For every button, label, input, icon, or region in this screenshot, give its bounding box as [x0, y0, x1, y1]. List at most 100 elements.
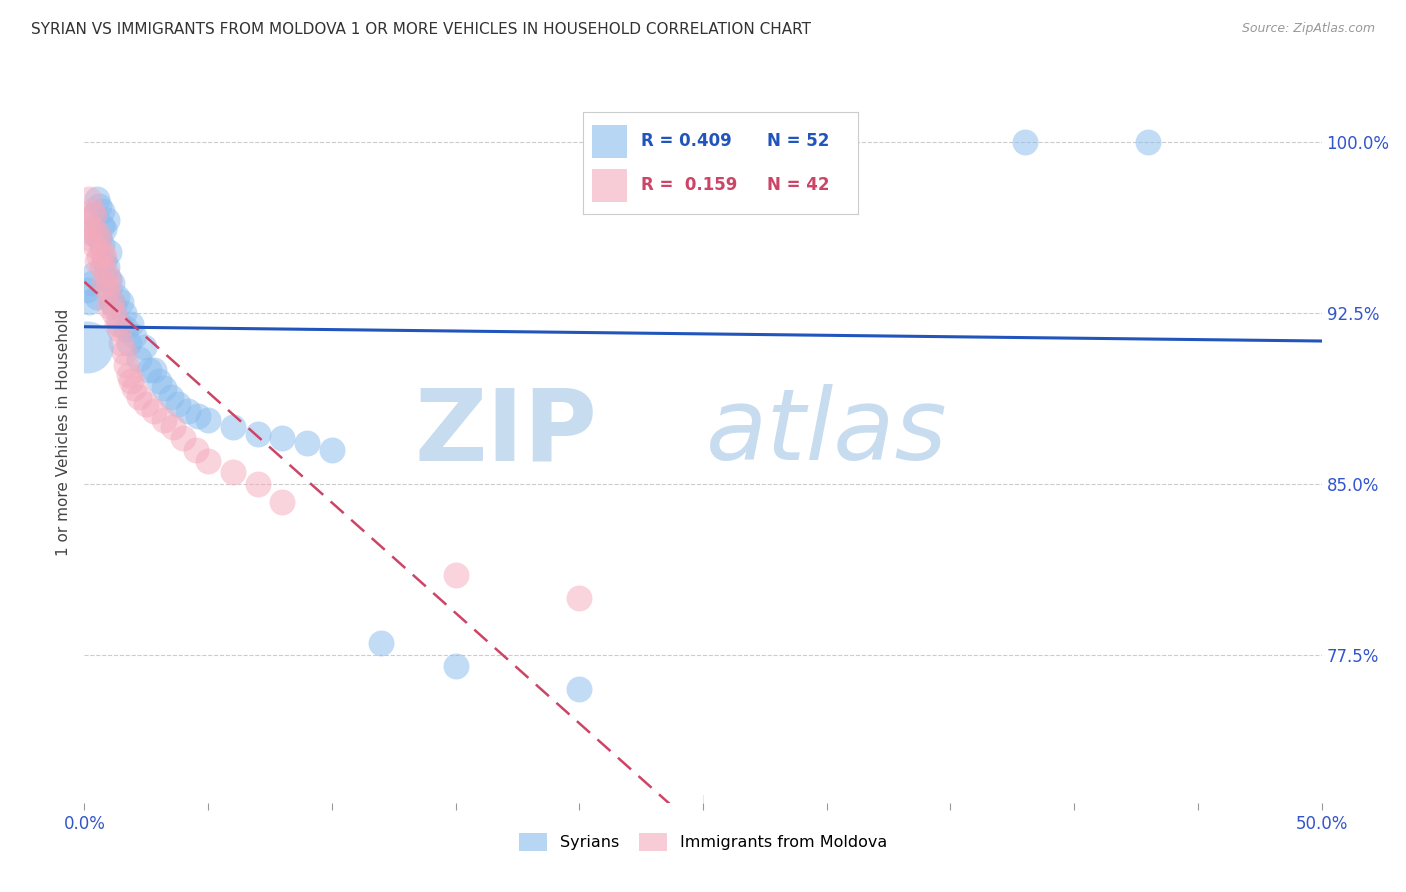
Point — [110, 335, 132, 350]
Point — [112, 344, 135, 359]
Point — [132, 340, 155, 354]
Point — [128, 351, 150, 366]
Text: N = 52: N = 52 — [768, 132, 830, 150]
Point — [197, 454, 219, 468]
Point — [98, 244, 121, 259]
Point — [83, 237, 105, 252]
Point — [370, 636, 392, 650]
Point — [96, 268, 118, 282]
Point — [187, 409, 209, 423]
Point — [96, 283, 118, 297]
Point — [568, 681, 591, 696]
Point — [103, 306, 125, 320]
Point — [108, 318, 131, 332]
Point — [138, 363, 160, 377]
Point — [86, 192, 108, 206]
Point — [80, 221, 103, 235]
Point — [98, 277, 121, 291]
Point — [79, 192, 101, 206]
Point — [120, 375, 142, 389]
Point — [222, 420, 245, 434]
Point — [93, 221, 115, 235]
Point — [100, 277, 122, 291]
Point — [122, 328, 145, 343]
Point — [108, 322, 131, 336]
Point — [80, 277, 103, 291]
Point — [89, 199, 111, 213]
Point — [197, 413, 219, 427]
Point — [444, 568, 467, 582]
Point — [89, 231, 111, 245]
Point — [246, 476, 269, 491]
Point — [80, 203, 103, 218]
Point — [152, 413, 174, 427]
Point — [271, 431, 294, 445]
Point — [148, 375, 170, 389]
Bar — [592, 169, 627, 202]
Point — [118, 335, 141, 350]
Point — [135, 397, 157, 411]
Text: R =  0.159: R = 0.159 — [641, 177, 737, 194]
Legend: Syrians, Immigrants from Moldova: Syrians, Immigrants from Moldova — [512, 827, 894, 858]
Point — [89, 231, 111, 245]
Point — [86, 227, 108, 241]
Point — [105, 318, 128, 332]
Text: R = 0.409: R = 0.409 — [641, 132, 731, 150]
Point — [815, 135, 838, 149]
Bar — [592, 125, 627, 158]
Point — [160, 390, 183, 404]
Point — [90, 203, 112, 218]
Point — [103, 299, 125, 313]
Point — [90, 260, 112, 275]
Point — [177, 404, 200, 418]
Point — [110, 294, 132, 309]
Point — [142, 404, 165, 418]
Point — [76, 283, 98, 297]
Point — [222, 466, 245, 480]
Point — [100, 294, 122, 309]
Point — [83, 268, 105, 282]
Point — [115, 359, 138, 373]
Point — [90, 219, 112, 234]
Text: atlas: atlas — [706, 384, 948, 481]
Point — [184, 442, 207, 457]
Point — [167, 397, 190, 411]
Point — [83, 208, 105, 222]
Point — [271, 495, 294, 509]
Point — [172, 431, 194, 445]
Point — [98, 272, 121, 286]
Point — [86, 253, 108, 268]
Point — [76, 340, 98, 354]
Text: ZIP: ZIP — [415, 384, 598, 481]
Text: SYRIAN VS IMMIGRANTS FROM MOLDOVA 1 OR MORE VEHICLES IN HOUSEHOLD CORRELATION CH: SYRIAN VS IMMIGRANTS FROM MOLDOVA 1 OR M… — [31, 22, 811, 37]
Point — [321, 442, 343, 457]
Point — [568, 591, 591, 605]
Point — [118, 368, 141, 382]
Point — [295, 435, 318, 450]
Point — [96, 260, 118, 275]
Point — [79, 231, 101, 245]
Text: N = 42: N = 42 — [768, 177, 830, 194]
Point — [93, 277, 115, 291]
Point — [100, 294, 122, 309]
Y-axis label: 1 or more Vehicles in Household: 1 or more Vehicles in Household — [56, 309, 72, 557]
Point — [115, 322, 138, 336]
Text: Source: ZipAtlas.com: Source: ZipAtlas.com — [1241, 22, 1375, 36]
Point — [93, 249, 115, 263]
Point — [1137, 135, 1160, 149]
Point — [86, 290, 108, 304]
Point — [122, 381, 145, 395]
Point — [246, 426, 269, 441]
Point — [96, 212, 118, 227]
Point — [112, 306, 135, 320]
Point — [444, 659, 467, 673]
Point — [83, 208, 105, 222]
Point — [142, 363, 165, 377]
Point — [90, 244, 112, 259]
Point — [79, 294, 101, 309]
Point — [76, 215, 98, 229]
Point — [120, 318, 142, 332]
Point — [152, 381, 174, 395]
Point — [162, 420, 184, 434]
Point — [128, 390, 150, 404]
